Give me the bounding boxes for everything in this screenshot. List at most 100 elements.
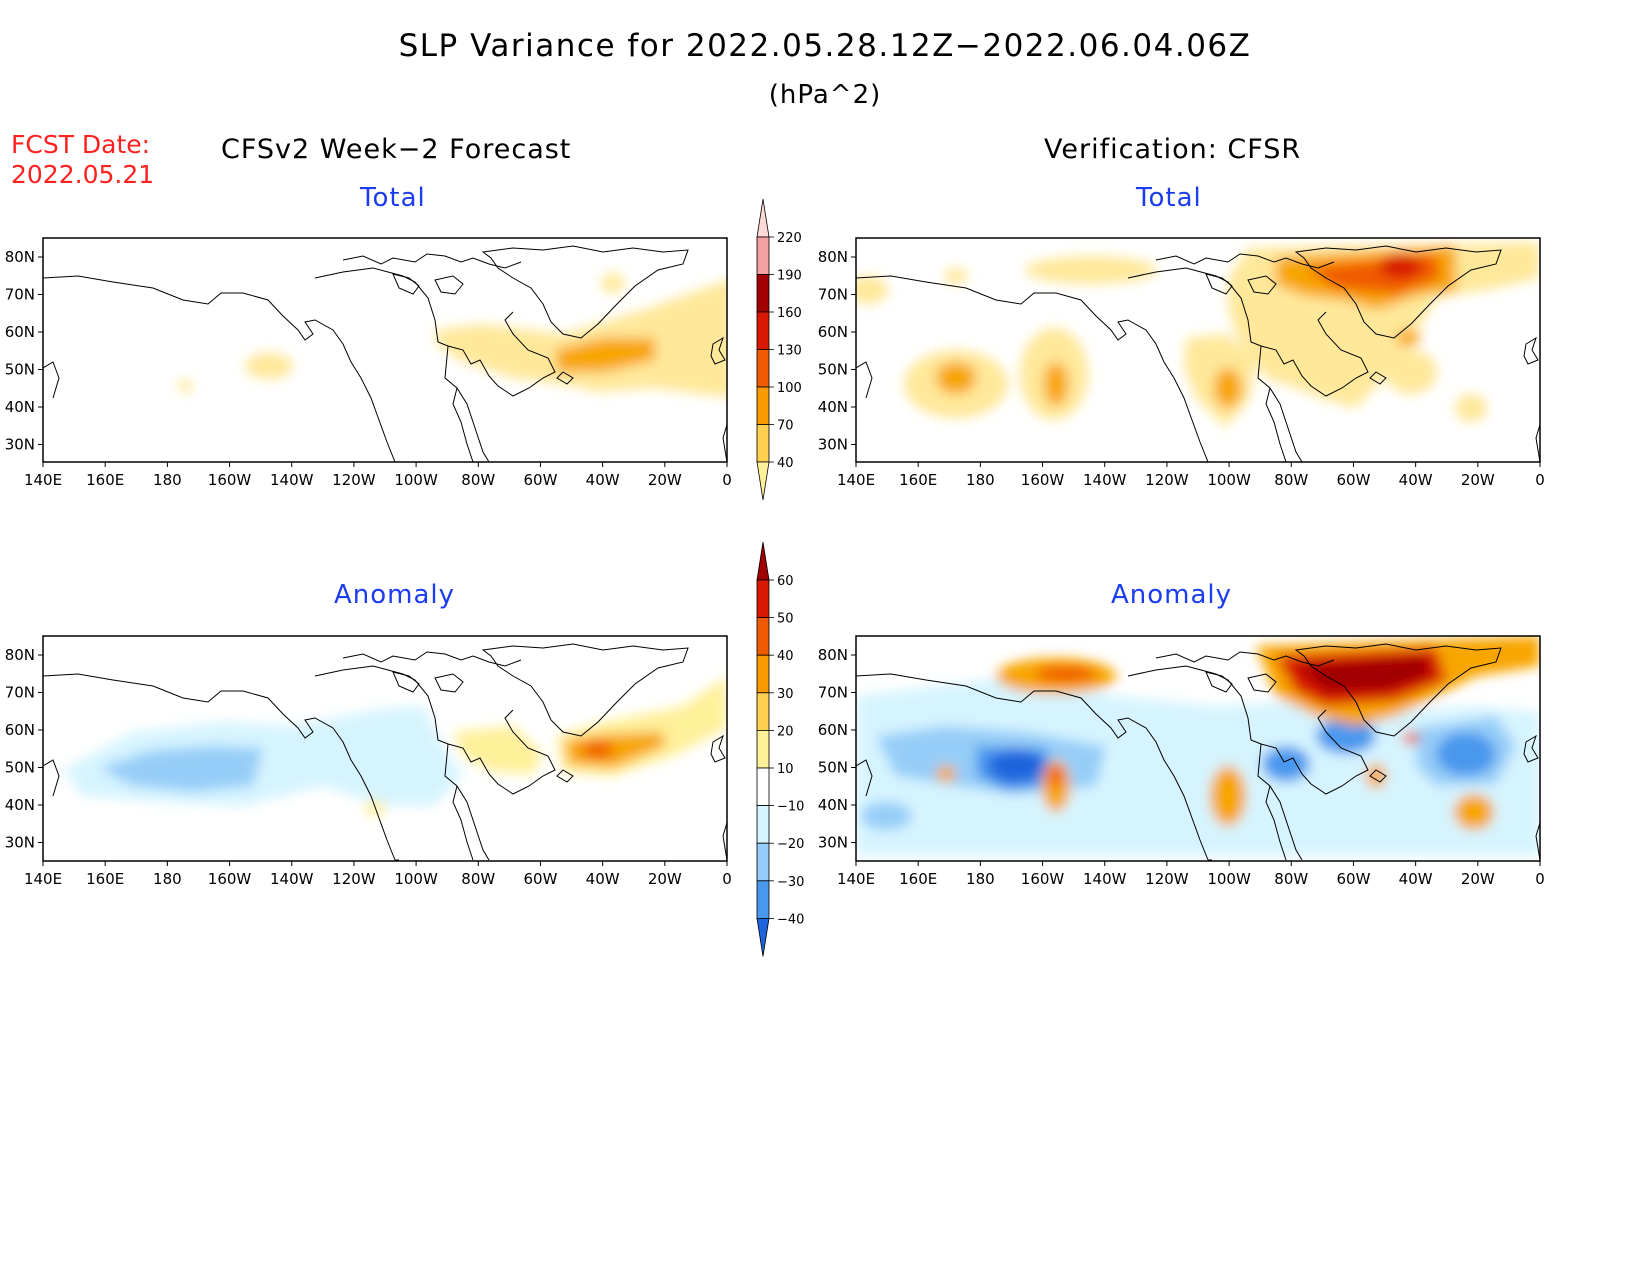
contour-verification-anomaly-pos20-wpac [936,766,956,782]
lon-tick-label: 160E [899,870,937,888]
lon-tick-label: 160W [1021,471,1065,489]
colorbar-bottom-extension [756,918,770,957]
colorbar-bottom-extension [756,461,770,501]
contour-verification-anomaly-pos50-north [1296,656,1430,692]
lon-tick-label: 160E [899,471,937,489]
lon-tick-label: 60W [523,471,557,489]
contour-verification-total-70-atl [1396,330,1420,346]
colorbar-swatch [756,386,770,425]
contour-forecast-anomaly-neg10 [63,706,463,806]
lat-tick-label: 80N [5,248,35,266]
lon-tick-label: 140E [837,471,875,489]
colorbar-tick-label: 190 [777,269,802,284]
lat-tick-label: 70N [818,286,848,304]
forecast-anomaly-subtitle: Anomaly [334,580,456,610]
contour-forecast-anomaly-pos10-hudson [453,726,543,774]
colorbar-top-extension [756,541,770,581]
colorbar-tick-label: −20 [777,837,804,852]
figure-title: SLP Variance for 2022.05.28.12Z−2022.06.… [398,28,1252,64]
lat-tick-label: 40N [818,398,848,416]
lon-tick-label: 180 [966,870,995,888]
colorbar-swatch [756,842,770,882]
lat-tick-label: 60N [818,323,848,341]
colorbar-total: 220 190 160 130 100 70 40 [756,198,802,501]
contour-forecast-total-40-greenland [601,273,625,293]
contour-verification-anomaly-neg20-sw [860,802,912,830]
lat-tick-label: 40N [5,398,35,416]
map-axes: 140E 160E 180 160W 140W 120W 100W 80W 60W 40W 20W 0… [5,248,1545,888]
contour-verification-anomaly-pos20-nf [1366,764,1386,788]
lat-tick-label: 80N [5,646,35,664]
lat-tick-label: 50N [818,759,848,777]
lon-tick-label: 180 [153,471,182,489]
lat-tick-label: 70N [818,684,848,702]
colorbar-swatch [756,424,770,463]
lon-tick-label: 20W [1461,471,1495,489]
lon-tick-label: 140W [270,471,314,489]
contour-verification-total-70-cont [1214,368,1242,408]
lon-tick-label: 40W [1399,471,1433,489]
lat-tick-label: 30N [818,834,848,852]
contour-forecast-total-40-westpac [177,380,193,392]
lon-tick-label: 0 [722,870,732,888]
lat-tick-label: 60N [818,721,848,739]
lon-tick-label: 60W [523,870,557,888]
contour-verification-anomaly-neg30-atl [1436,732,1496,776]
lon-tick-label: 160W [1021,870,1065,888]
contour-verification-anomaly-neg30-lab [1316,718,1376,754]
lon-tick-label: 20W [1461,870,1495,888]
fcst-date-label: FCST Date: [11,130,151,159]
contour-verification-total-40-northatl [1385,350,1437,394]
colorbar-tick-label: 60 [777,574,794,589]
lon-tick-label: 80W [461,870,495,888]
lon-tick-label: 140W [270,870,314,888]
lat-tick-label: 30N [818,436,848,454]
lon-tick-label: 0 [722,471,732,489]
verification-heading: Verification: CFSR [1044,134,1302,165]
lon-tick-label: 100W [394,870,438,888]
contour-verification-anomaly-neg30-gl [1262,746,1310,782]
lon-tick-label: 160E [86,471,124,489]
colorbar-tick-label: −30 [777,875,804,890]
contour-verification-total-130 [1379,254,1423,278]
contour-verification-anomaly-neg40-pac [988,750,1044,782]
contour-verification-anomaly-pos30-atl [1403,732,1419,744]
lon-tick-label: 40W [586,471,620,489]
colorbar-tick-label: 10 [777,762,794,777]
lon-tick-label: 180 [153,870,182,888]
lon-tick-label: 80W [461,471,495,489]
forecast-anomaly-map [42,635,728,862]
colorbar-anomaly: 60 50 40 30 20 10 −10 −20 −30 −40 [756,541,804,957]
lat-tick-label: 30N [5,834,35,852]
lon-tick-label: 120W [1145,471,1189,489]
lon-tick-label: 60W [1336,471,1370,489]
lon-tick-label: 140E [24,471,62,489]
colorbar-tick-label: 220 [777,231,802,246]
contour-verification-anomaly-pos30-pac [1049,766,1063,786]
lat-tick-label: 80N [818,646,848,664]
colorbar-tick-label: 40 [777,649,794,664]
forecast-total-frame [42,237,728,463]
lon-tick-label: 0 [1535,870,1545,888]
lon-tick-label: 0 [1535,471,1545,489]
colorbar-tick-label: 40 [777,456,794,471]
lon-tick-label: 120W [332,870,376,888]
verification-anomaly-frame [855,635,1541,862]
contour-verification-total-40-atlantic [1455,394,1487,422]
colorbar-swatch [756,617,770,656]
verification-total-map [855,237,1541,463]
lon-tick-label: 140W [1083,471,1127,489]
colorbar-swatch [756,579,770,618]
contour-verification-anomaly-pos30-bering [1036,666,1096,682]
lat-tick-label: 80N [818,248,848,266]
lat-tick-label: 50N [5,759,35,777]
contour-verification-anomaly-pos20-cont [1210,766,1246,826]
contour-verification-total-70-pac2 [1044,362,1068,406]
lat-tick-label: 60N [5,323,35,341]
lat-tick-label: 50N [5,361,35,379]
lon-tick-label: 80W [1274,471,1308,489]
colorbar-tick-label: 160 [777,306,802,321]
contour-forecast-total-40-pacific [245,353,293,379]
colorbar-swatch [756,692,770,731]
